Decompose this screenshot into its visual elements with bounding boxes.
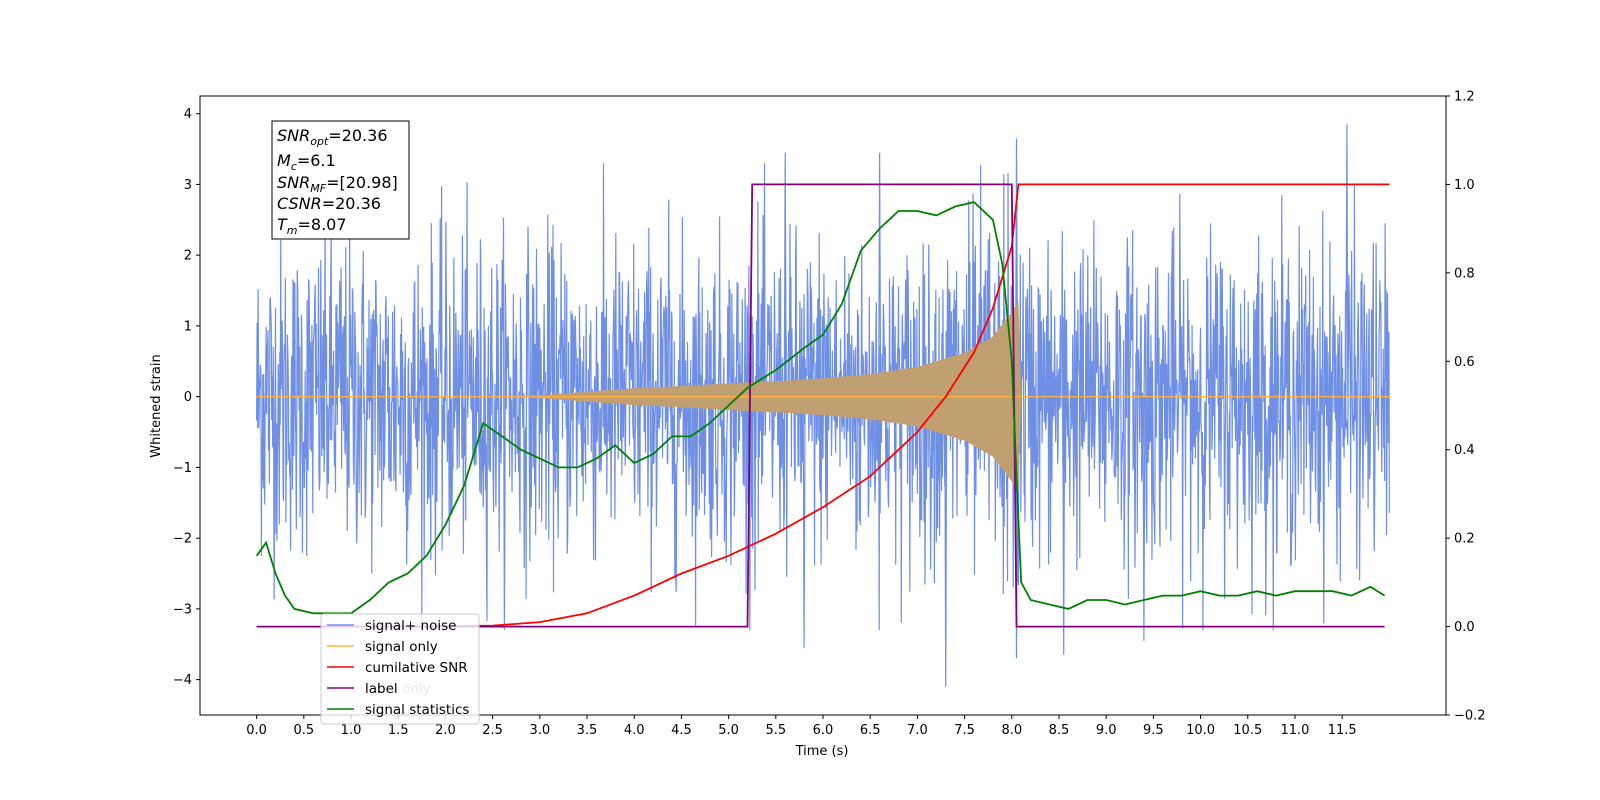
- x-axis-label: Time (s): [795, 744, 849, 759]
- y-axis-left: 4 3 2 1 0 −1 −2 −3 −4: [173, 107, 200, 688]
- y-tick-label: −4: [173, 673, 192, 688]
- y2-tick-label: 1.2: [1454, 90, 1475, 105]
- y-tick-label: −1: [173, 461, 192, 476]
- x-tick-label: 1.0: [341, 723, 362, 738]
- x-tick-label: 9.0: [1096, 723, 1117, 738]
- y2-tick-label: 0.2: [1454, 532, 1475, 547]
- y2-tick-label: 0.0: [1454, 620, 1475, 635]
- y-tick-label: 4: [184, 107, 192, 122]
- legend-label-noise: signal+ noise: [365, 618, 456, 634]
- x-tick-label: 1.5: [388, 723, 409, 738]
- legend-label-signal: signal only: [365, 639, 438, 655]
- y2-tick-label: 0.6: [1454, 355, 1475, 370]
- x-tick-label: 6.0: [813, 723, 834, 738]
- y2-tick-label: 0.4: [1454, 443, 1475, 458]
- legend-frame: [320, 613, 480, 725]
- legend: signal+ noise signal only cumilative SNR…: [320, 613, 480, 725]
- annotation-csnr: CSNR=20.36: [277, 194, 381, 213]
- x-tick-label: 2.0: [435, 723, 456, 738]
- x-tick-label: 0.5: [293, 723, 314, 738]
- y-tick-label: 1: [184, 319, 192, 334]
- legend-label-statistics: signal statistics: [365, 702, 469, 718]
- y2-tick-label: 1.0: [1454, 178, 1475, 193]
- series-label: [256, 183, 1385, 628]
- x-tick-label: 11.5: [1328, 723, 1357, 738]
- x-tick-label: 6.5: [860, 723, 881, 738]
- x-axis: 0.0 0.5 1.0 1.5 2.0 2.5 3.0 3.5 4.0 4.5 5.0 5.5 6.0 6…: [246, 715, 1357, 738]
- x-tick-label: 10.5: [1233, 723, 1262, 738]
- x-tick-label: 3.5: [577, 723, 598, 738]
- x-tick-label: 5.0: [718, 723, 739, 738]
- annotation-tm: Tm=8.07: [277, 215, 347, 237]
- x-tick-label: 11.0: [1280, 723, 1309, 738]
- series-signal-plus-noise: [256, 124, 1390, 687]
- annotation-mc: Mc=6.1: [277, 151, 336, 173]
- x-tick-label: 7.0: [907, 723, 928, 738]
- y2-tick-label: −0.2: [1454, 709, 1486, 724]
- y-axis-label: Whitened strain: [149, 354, 164, 457]
- y-tick-label: 2: [184, 249, 192, 264]
- legend-label-cumulative-snr: cumilative SNR: [365, 660, 468, 676]
- y-tick-label: 0: [184, 390, 192, 405]
- y-tick-label: −2: [173, 532, 192, 547]
- x-tick-label: 0.0: [246, 723, 267, 738]
- annotation-frame: [271, 120, 410, 240]
- annotation-box: SNRopt=20.36 Mc=6.1 SNRMF=[20.98] CSNR=2…: [271, 120, 410, 240]
- legend-label-label: label: [365, 681, 398, 697]
- series-layer: [255, 124, 1390, 687]
- x-tick-label: 8.5: [1049, 723, 1070, 738]
- x-tick-label: 8.0: [1001, 723, 1022, 738]
- y-axis-right: 1.2 1.0 0.8 0.6 0.4 0.2 0.0 −0.2: [1446, 90, 1486, 724]
- series-signal-statistics: [255, 201, 1386, 615]
- x-tick-label: 7.5: [954, 723, 975, 738]
- x-tick-label: 4.5: [671, 723, 692, 738]
- annotation-snr-opt: SNRopt=20.36: [277, 126, 388, 148]
- x-tick-label: 4.0: [624, 723, 645, 738]
- y-tick-label: −3: [173, 602, 192, 617]
- x-tick-label: 3.0: [529, 723, 550, 738]
- y-tick-label: 3: [184, 178, 192, 193]
- annotation-snr-mf: SNRMF=[20.98]: [277, 173, 398, 195]
- x-tick-label: 2.5: [482, 723, 503, 738]
- x-tick-label: 10.0: [1186, 723, 1215, 738]
- legend-label-label-only: label only: [365, 681, 431, 697]
- y2-tick-label: 0.8: [1454, 266, 1475, 281]
- series-cumulative-snr: [398, 183, 1390, 628]
- x-tick-label: 9.5: [1143, 723, 1164, 738]
- x-tick-label: 5.5: [765, 723, 786, 738]
